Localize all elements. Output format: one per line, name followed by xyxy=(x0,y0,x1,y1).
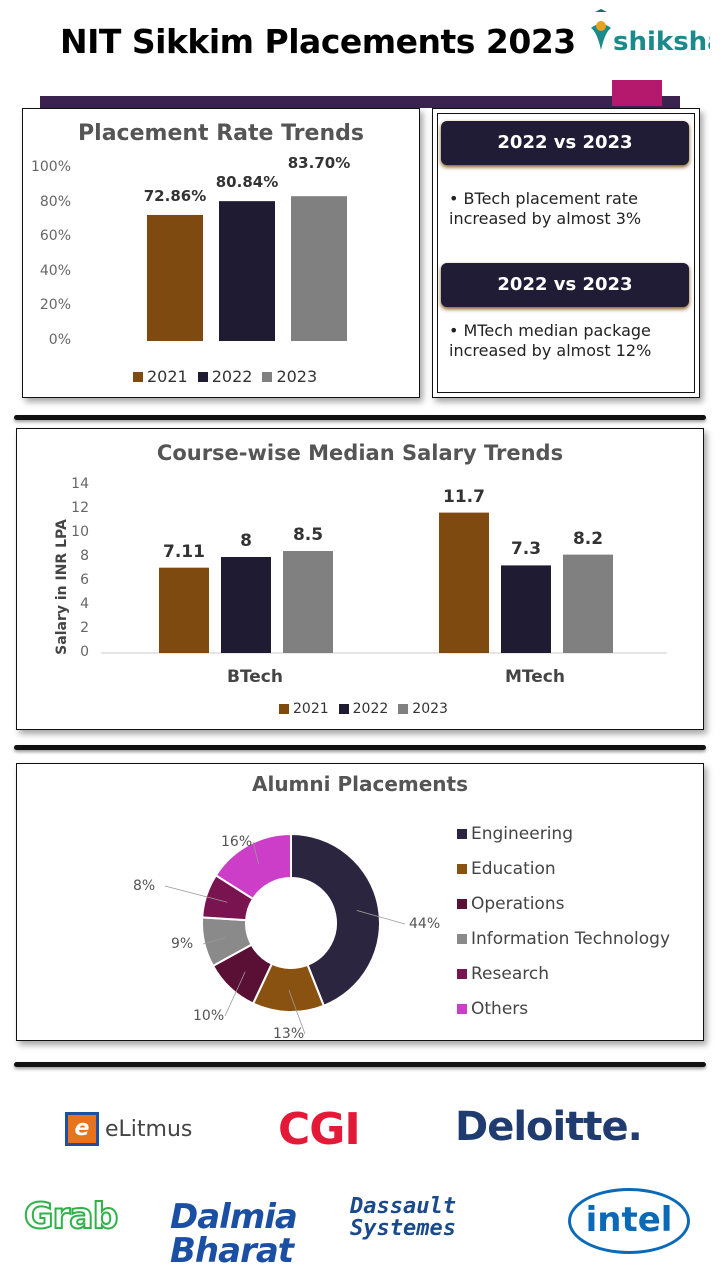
intel-logo: intel xyxy=(568,1188,690,1254)
divider xyxy=(14,415,706,420)
chart-title: Placement Rate Trends xyxy=(78,121,364,146)
data-label: 8 xyxy=(240,531,252,551)
y-tick-label: 8 xyxy=(80,548,89,564)
data-label: 10% xyxy=(193,1008,225,1024)
slice-others xyxy=(214,832,292,901)
placement-rate-panel: Placement Rate Trends 0% 20% 40% 60% 80% 100%… xyxy=(22,108,420,398)
data-label: 72.86% xyxy=(143,186,207,205)
legend-item: Research xyxy=(457,964,549,984)
data-label: 8.2 xyxy=(572,528,604,549)
bar-MTech-2021 xyxy=(439,512,489,653)
insight-text: • BTech placement rate increased by almo… xyxy=(449,189,642,228)
decorative-square xyxy=(612,80,662,106)
svg-text:shiksha: shiksha xyxy=(613,27,710,57)
data-label: 13% xyxy=(273,1026,305,1042)
legend-item: 2021 xyxy=(133,367,188,386)
legend-item: Others xyxy=(457,999,528,1019)
divider xyxy=(14,745,706,750)
y-tick-label: 100% xyxy=(30,159,71,175)
salary-panel: Course-wise Median Salary Trends 0 2 4 6 8 10… xyxy=(16,428,704,730)
bar-2021 xyxy=(147,214,203,341)
y-tick-label: 10 xyxy=(71,524,89,540)
chart-title: Alumni Placements xyxy=(251,772,468,796)
data-label: 9% xyxy=(171,936,194,952)
y-tick-label: 4 xyxy=(80,596,89,612)
dassault-logo: Dassault Systemes xyxy=(350,1194,456,1241)
y-tick-label: 60% xyxy=(39,228,71,245)
legend: 2021 2022 2023 xyxy=(133,367,317,386)
legend-item: Operations xyxy=(457,894,564,914)
legend-item: Education xyxy=(457,859,556,879)
slice-engineering xyxy=(290,832,381,1008)
y-tick-label: 40% xyxy=(39,262,71,279)
y-tick-label: 0% xyxy=(48,332,71,348)
legend-item: 2023 xyxy=(398,701,448,717)
dalmia-logo: Dalmia Bharat xyxy=(170,1197,298,1271)
legend-item: Information Technology xyxy=(457,929,670,949)
data-label: 8% xyxy=(133,878,156,894)
grab-logo: Grab xyxy=(23,1195,119,1238)
data-label: 83.70% xyxy=(287,154,351,173)
insights-panel: 2022 vs 2023 • BTech placement rate incr… xyxy=(432,108,700,398)
alumni-panel: Alumni Placements 44% 13% 10% 9% 8% 16% Engine… xyxy=(16,763,704,1042)
legend-item: 2021 xyxy=(279,701,329,717)
y-tick-label: 12 xyxy=(71,500,89,516)
legend-item: 2022 xyxy=(197,367,252,386)
bar-BTech-2023 xyxy=(283,551,333,653)
y-tick-label: 2 xyxy=(80,620,89,636)
data-label: 7.11 xyxy=(163,541,205,562)
data-label: 11.7 xyxy=(443,486,485,507)
bar-MTech-2023 xyxy=(563,554,613,653)
data-label: 16% xyxy=(221,834,253,850)
bar-MTech-2022 xyxy=(501,565,551,653)
legend-item: 2023 xyxy=(262,367,317,386)
bar-2023 xyxy=(291,196,347,341)
data-label: 44% xyxy=(409,916,441,932)
legend-item: 2022 xyxy=(338,701,388,717)
shiksha-logo: shiksha xyxy=(591,9,710,57)
legend: 2021 2022 2023 xyxy=(279,701,448,717)
y-tick-label: 0 xyxy=(80,644,89,660)
legend-item: Engineering xyxy=(457,824,573,844)
insight-heading: 2022 vs 2023 xyxy=(441,263,689,307)
page-title: NIT Sikkim Placements 2023 xyxy=(60,22,576,61)
y-tick-label: 6 xyxy=(80,572,89,588)
deloitte-logo: Deloitte. xyxy=(455,1104,643,1150)
chart-title: Course-wise Median Salary Trends xyxy=(156,441,564,465)
bar-BTech-2022 xyxy=(221,557,271,653)
cgi-logo: CGI xyxy=(278,1104,361,1155)
elitmus-logo: e eLitmus xyxy=(65,1112,192,1146)
divider xyxy=(14,1062,706,1067)
category-label: BTech xyxy=(226,667,283,687)
data-label: 7.3 xyxy=(510,539,542,560)
y-tick-label: 20% xyxy=(39,297,71,314)
bar-BTech-2021 xyxy=(159,567,209,653)
decorative-band xyxy=(40,96,680,108)
data-label: 80.84% xyxy=(215,173,279,192)
y-tick-label: 14 xyxy=(71,476,89,492)
insight-text: • MTech median package increased by almo… xyxy=(449,321,652,360)
data-label: 8.5 xyxy=(292,525,324,545)
y-tick-label: 80% xyxy=(39,193,71,210)
bar-2022 xyxy=(219,201,275,341)
category-label: MTech xyxy=(505,667,565,687)
insight-heading: 2022 vs 2023 xyxy=(441,121,689,165)
